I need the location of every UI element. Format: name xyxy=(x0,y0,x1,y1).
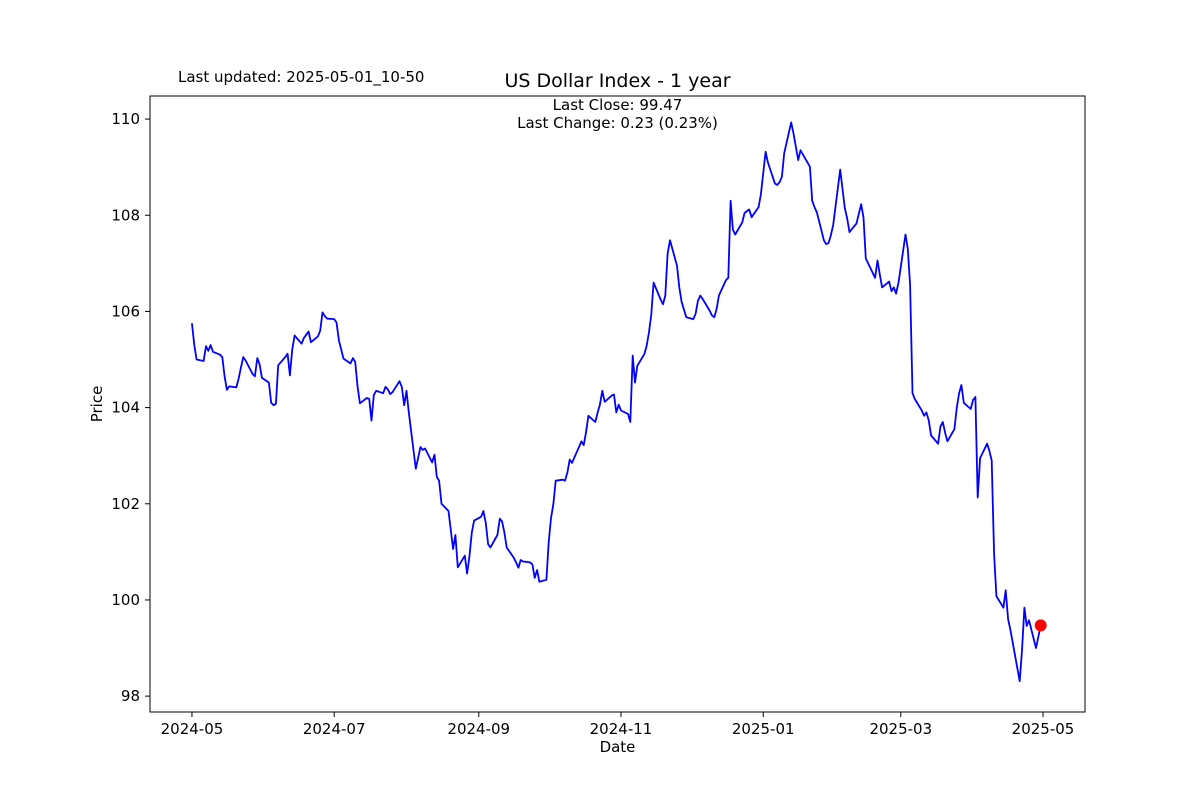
chart-title: US Dollar Index - 1 year xyxy=(504,70,731,92)
svg-text:2024-07: 2024-07 xyxy=(303,720,366,738)
svg-text:106: 106 xyxy=(111,302,140,320)
svg-text:2024-09: 2024-09 xyxy=(447,720,510,738)
svg-text:104: 104 xyxy=(111,399,140,417)
svg-text:2025-05: 2025-05 xyxy=(1012,720,1075,738)
axes-frame xyxy=(149,95,1086,713)
x-axis-ticks: 2024-05 2024-07 2024-09 2024-11 2025-01 2025-… xyxy=(161,712,1075,738)
svg-text:98: 98 xyxy=(121,687,140,705)
y-axis-label: Price xyxy=(88,385,106,423)
x-axis-label: Date xyxy=(599,738,636,756)
last-change-text: Last Change: 0.23 (0.23%) xyxy=(517,113,718,132)
price-line xyxy=(191,121,1042,683)
svg-text:110: 110 xyxy=(111,110,140,128)
svg-text:2024-11: 2024-11 xyxy=(590,720,653,738)
y-axis-ticks: 98 100 102 104 106 108 110 xyxy=(111,110,150,705)
last-close-marker xyxy=(1034,619,1047,632)
svg-text:2024-05: 2024-05 xyxy=(161,720,224,738)
last-updated-text: Last updated: 2025-05-01_10-50 xyxy=(178,68,425,86)
svg-text:2025-01: 2025-01 xyxy=(732,720,795,738)
svg-text:2025-03: 2025-03 xyxy=(869,720,932,738)
last-close-text: Last Close: 99.47 xyxy=(552,96,683,114)
svg-text:108: 108 xyxy=(111,206,140,224)
chart-annotation: Last Close: 99.47 Last Change: 0.23 (0.2… xyxy=(150,96,1085,132)
svg-text:102: 102 xyxy=(111,495,140,513)
svg-text:100: 100 xyxy=(111,591,140,609)
